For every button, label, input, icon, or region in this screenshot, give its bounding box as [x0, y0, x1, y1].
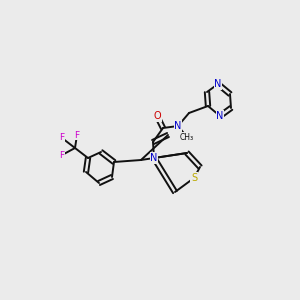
Text: N: N	[214, 79, 222, 89]
Text: F: F	[59, 134, 64, 142]
Text: F: F	[59, 151, 64, 160]
Text: N: N	[174, 121, 182, 131]
Text: CH₃: CH₃	[180, 133, 194, 142]
Text: N: N	[216, 111, 224, 121]
Text: N: N	[150, 153, 158, 163]
Text: O: O	[153, 111, 161, 121]
Text: S: S	[191, 173, 197, 183]
Text: F: F	[74, 130, 80, 140]
